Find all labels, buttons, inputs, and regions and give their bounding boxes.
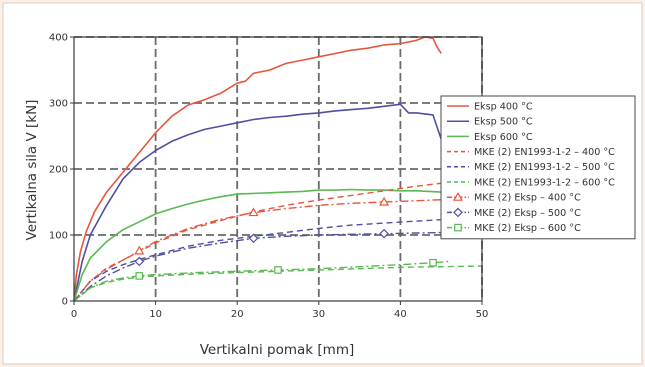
x-tick-label: 0 [71,309,77,320]
series-7 [73,196,450,302]
series-line-1 [73,36,442,302]
series-line-9 [73,260,450,302]
series-line-4 [73,181,450,302]
legend-box [440,95,636,240]
series-3 [73,188,442,302]
legend-label: MKE (2) Eksp – 500 °C [474,208,581,219]
y-tick-label: 100 [49,231,68,242]
x-tick-label: 30 [312,309,325,320]
series-4 [73,181,450,302]
y-axis-title: Vertikalna sila V [kN] [24,100,40,241]
x-tick-labels: 0 10 20 30 40 50 [71,301,489,320]
legend-entry: MKE (2) Eksp – 600 °C [447,223,581,234]
series-line-3 [73,188,442,302]
series-8-point [134,256,145,267]
y-tick-labels: 0 100 200 300 400 [49,33,74,308]
legend-entry: Eksp 500 °C [447,117,533,128]
x-tick-label: 40 [394,309,407,320]
legend-label: Eksp 600 °C [474,132,533,143]
legend-entry: Eksp 400 °C [447,101,533,112]
series-5 [73,218,450,302]
series-layer [73,36,483,302]
x-tick-label: 20 [231,309,244,320]
legend: Eksp 400 °C Eksp 500 °C Eksp 600 °C MKE (2)… [440,95,636,240]
series-1 [73,36,442,302]
series-7-point [134,245,145,255]
y-tick-label: 200 [49,165,68,176]
legend-label: MKE (2) EN1993-1-2 – 500 °C [474,162,615,173]
series-line-5 [73,218,450,302]
legend-label: MKE (2) EN1993-1-2 – 400 °C [474,147,615,158]
y-tick-label: 300 [49,99,68,110]
legend-marker [453,207,463,218]
legend-marker [452,191,464,201]
series-line-8 [73,231,450,302]
legend-label: Eksp 400 °C [474,101,533,112]
legend-label: Eksp 500 °C [474,117,533,128]
legend-label: MKE (2) EN1993-1-2 – 600 °C [474,177,615,188]
legend-entry: MKE (2) Eksp – 500 °C [447,207,581,219]
legend-entry: MKE (2) EN1993-1-2 – 400 °C [447,147,615,158]
series-line-2 [73,103,442,302]
x-tick-label: 50 [476,309,489,320]
series-7-point [248,207,259,217]
x-tick-label: 10 [149,309,162,320]
legend-entry: MKE (2) Eksp – 400 °C [447,191,581,204]
legend-marker [454,223,462,232]
legend-entry: MKE (2) EN1993-1-2 – 600 °C [447,177,615,188]
series-8 [73,228,450,302]
series-8-point [379,228,389,239]
series-7-point [379,196,390,206]
grid [74,36,483,301]
series-2 [73,103,442,302]
legend-entry: Eksp 600 °C [447,132,533,143]
series-9-point [429,258,437,267]
series-line-6 [73,265,483,302]
legend-label: MKE (2) Eksp – 600 °C [474,223,581,234]
y-tick-label: 400 [49,33,68,44]
series-9-point [135,272,144,280]
series-8-point [248,233,259,244]
series-9-point [274,266,282,274]
legend-entry: MKE (2) EN1993-1-2 – 500 °C [447,162,615,173]
x-axis-title: Vertikalni pomak [mm] [200,342,355,358]
y-tick-label: 0 [62,297,68,308]
series-9 [73,258,450,302]
series-6 [73,265,483,302]
series-line-7 [73,198,450,302]
legend-label: MKE (2) Eksp – 400 °C [474,193,581,204]
